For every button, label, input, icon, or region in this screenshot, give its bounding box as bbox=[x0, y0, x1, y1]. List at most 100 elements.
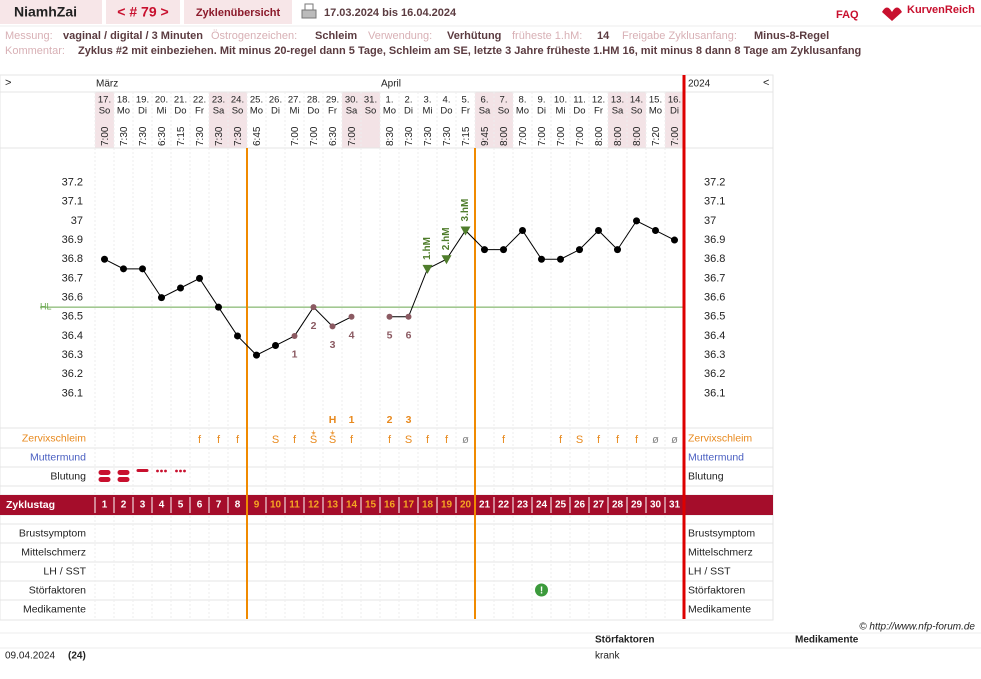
y-tick-label: 36.4 bbox=[704, 330, 725, 342]
weekday-label: Mo bbox=[250, 106, 263, 117]
weekend-shade bbox=[627, 92, 646, 148]
bleeding-mark bbox=[160, 469, 163, 473]
temperature-point bbox=[422, 264, 433, 274]
cycle-day: 15 bbox=[365, 500, 377, 511]
month-label: April bbox=[381, 79, 401, 90]
brand-logo[interactable] bbox=[882, 7, 902, 22]
time-label: 8:00 bbox=[499, 126, 510, 146]
temperature-point bbox=[234, 332, 241, 340]
weekend-shade bbox=[95, 92, 114, 148]
weekend-shade bbox=[228, 92, 247, 148]
temperature-point bbox=[671, 236, 678, 244]
brand-name[interactable]: KurvenReich bbox=[907, 4, 975, 16]
weekday-label: Fr bbox=[328, 106, 337, 117]
weekday-label: So bbox=[631, 106, 643, 117]
temperature-point bbox=[614, 246, 621, 254]
temperature-line bbox=[104, 220, 675, 356]
cycle-nav[interactable]: < # 79 > bbox=[117, 4, 168, 20]
temperature-point bbox=[460, 226, 471, 236]
temperature-point bbox=[519, 226, 526, 234]
cycle-day: 26 bbox=[574, 500, 586, 511]
temperature-point bbox=[139, 265, 146, 273]
bleeding-mark bbox=[175, 469, 178, 473]
cycle-day: 30 bbox=[650, 500, 662, 511]
footer-header: Medikamente bbox=[795, 635, 859, 646]
cover-line-label: HL bbox=[40, 302, 52, 312]
peak-mark: H bbox=[329, 414, 337, 426]
cycle-day: 1 bbox=[102, 500, 108, 511]
peak-mark: 1 bbox=[349, 414, 355, 426]
nav-prev[interactable]: > bbox=[5, 77, 11, 89]
time-label: 7:00 bbox=[556, 126, 567, 146]
time-label: 9:45 bbox=[480, 126, 491, 146]
day-label: 7. bbox=[500, 95, 508, 106]
row-label: Muttermund bbox=[30, 451, 86, 463]
cycle-day: 9 bbox=[254, 500, 260, 511]
time-label: 6:30 bbox=[157, 126, 168, 146]
temperature-point bbox=[101, 255, 108, 263]
weekday-label: So bbox=[498, 106, 510, 117]
day-label: 28. bbox=[307, 95, 320, 106]
footer-header: Störfaktoren bbox=[595, 635, 654, 646]
row-label: Zyklustag bbox=[6, 499, 55, 511]
temperature-point bbox=[405, 313, 412, 320]
temperature-point bbox=[595, 226, 602, 234]
overview-box[interactable] bbox=[184, 0, 292, 24]
row-label: Störfaktoren bbox=[688, 584, 745, 596]
mucus-mark: ø bbox=[462, 434, 469, 446]
cycle-day: 24 bbox=[536, 500, 548, 511]
month-label: März bbox=[96, 79, 118, 90]
print-icon[interactable] bbox=[301, 3, 317, 19]
point-label: 5 bbox=[387, 330, 393, 342]
y-tick-label: 36.6 bbox=[62, 291, 83, 303]
temperature-point bbox=[633, 217, 640, 225]
info-label: Kommentar: bbox=[5, 45, 65, 57]
weekend-shade bbox=[361, 92, 380, 148]
weekday-label: Fr bbox=[461, 106, 470, 117]
mucus-mark: S̄ bbox=[329, 433, 336, 446]
time-label: 7:30 bbox=[233, 126, 244, 146]
y-tick-label: 36.5 bbox=[704, 311, 725, 323]
point-label: 3 bbox=[330, 339, 336, 351]
day-label: 16. bbox=[668, 95, 681, 106]
row-label: Mittelschmerz bbox=[688, 546, 753, 558]
faq-link[interactable]: FAQ bbox=[836, 9, 859, 21]
nav-next[interactable]: < bbox=[763, 77, 769, 89]
day-label: 14. bbox=[630, 95, 643, 106]
day-label: 27. bbox=[288, 95, 301, 106]
mucus-mark: f bbox=[217, 434, 221, 446]
cycle-day: 27 bbox=[593, 500, 605, 511]
point-label: 1 bbox=[292, 349, 298, 361]
weekday-label: Mo bbox=[516, 106, 529, 117]
temperature-point bbox=[158, 294, 165, 302]
y-tick-label: 36.9 bbox=[62, 234, 83, 246]
time-label: 7:00 bbox=[290, 126, 301, 146]
row-label: Medikamente bbox=[23, 603, 86, 615]
nav-box[interactable] bbox=[106, 0, 180, 24]
footer-date: 09.04.2024 bbox=[5, 651, 55, 662]
temperature-point bbox=[652, 226, 659, 234]
day-label: 26. bbox=[269, 95, 282, 106]
day-label: 6. bbox=[481, 95, 489, 106]
mucus-plus: + bbox=[330, 428, 335, 437]
bleeding-mark bbox=[156, 469, 159, 473]
time-label: 7:30 bbox=[119, 126, 130, 146]
y-tick-label: 37.2 bbox=[62, 176, 83, 188]
grid-frame bbox=[0, 74, 774, 621]
mucus-mark: f bbox=[502, 434, 506, 446]
temperature-point bbox=[348, 313, 355, 320]
mucus-mark: S bbox=[405, 434, 412, 446]
time-label: 7:20 bbox=[651, 126, 662, 146]
user-box bbox=[0, 0, 102, 24]
cycle-day: 3 bbox=[140, 500, 146, 511]
day-label: 2. bbox=[405, 95, 413, 106]
weekday-label: Sa bbox=[479, 106, 491, 117]
time-label: 6:45 bbox=[252, 126, 263, 146]
y-tick-label: 37 bbox=[704, 215, 716, 227]
day-label: 17. bbox=[98, 95, 111, 106]
day-label: 31. bbox=[364, 95, 377, 106]
bleeding-mark bbox=[98, 470, 111, 475]
overview-link[interactable]: Zyklenübersicht bbox=[196, 7, 281, 19]
cycle-day: 23 bbox=[517, 500, 529, 511]
